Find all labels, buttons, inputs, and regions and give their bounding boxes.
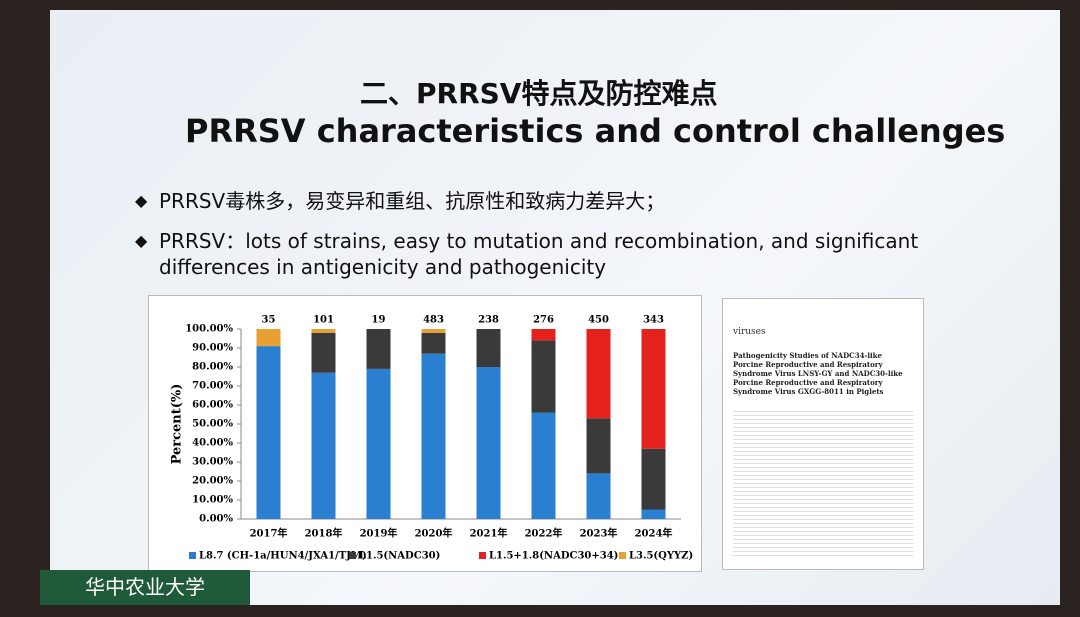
title-en: PRRSV characteristics and control challe…: [185, 112, 1006, 150]
paper-journal: viruses: [733, 327, 766, 337]
sample-size-label: 483: [423, 315, 444, 326]
bar-segment: [256, 346, 281, 519]
chart-box: Percent(%) 0.00% 10.00% 20.00% 30.00% 40.00% 5…: [148, 295, 702, 572]
legend-swatch: [619, 552, 626, 559]
paper-title: Pathogenicity Studies of NADC34-like Por…: [733, 351, 903, 396]
logo: 华中农业大学: [40, 570, 250, 605]
legend-label: L1.5(NADC30): [359, 551, 440, 562]
legend-swatch: [189, 552, 196, 559]
sample-size-label: 276: [533, 315, 554, 326]
x-tick-label: 2024年: [635, 527, 673, 540]
bar-segment: [311, 372, 336, 519]
bar-segment: [421, 353, 446, 519]
y-axis-label: Percent(%): [170, 384, 185, 465]
bar-segment: [586, 418, 611, 474]
bar-segment: [531, 340, 556, 413]
x-tick-label: 2021年: [470, 527, 508, 540]
bar-segment: [641, 448, 666, 510]
y-tick-label: 20.00%: [192, 476, 233, 487]
bar-segment: [256, 329, 281, 347]
bar-segment: [421, 329, 446, 333]
legend-swatch: [479, 552, 486, 559]
bar-segment: [366, 368, 391, 519]
bar-segment: [586, 473, 611, 519]
paper-thumbnail: viruses Pathogenicity Studies of NADC34-…: [722, 298, 924, 570]
bar-segment: [641, 329, 666, 449]
bar-segment: [311, 332, 336, 373]
bar-segment: [641, 509, 666, 519]
sample-size-label: 238: [478, 315, 499, 326]
legend-label: L8.7 (CH-1a/HUN4/JXA1/TJM): [199, 551, 367, 562]
sample-size-label: 35: [262, 315, 276, 326]
x-tick-label: 2018年: [305, 527, 343, 540]
legend-label: L1.5+1.8(NADC30+34): [489, 551, 618, 562]
sample-size-label: 19: [372, 315, 386, 326]
y-tick-label: 40.00%: [192, 438, 233, 449]
chart: Percent(%) 0.00% 10.00% 20.00% 30.00% 40.00% 5…: [170, 315, 694, 562]
slide: 二、PRRSV特点及防控难点 PRRSV characteristics and…: [40, 10, 1060, 605]
bar-segment: [476, 329, 501, 367]
title-cn: 二、PRRSV特点及防控难点: [360, 77, 718, 110]
x-tick-label: 2020年: [415, 527, 453, 540]
bar-segment: [311, 329, 336, 333]
sample-size-label: 101: [313, 315, 334, 326]
y-tick-label: 0.00%: [199, 514, 233, 525]
bar-segment: [476, 367, 501, 519]
legend-swatch: [349, 552, 356, 559]
paper-body: [733, 408, 913, 558]
bullet: PRRSV毒株多，易变异和重组、抗原性和致病力差异大；: [135, 188, 959, 214]
bullet: PRRSV：lots of strains, easy to mutation …: [135, 228, 959, 280]
y-tick-label: 50.00%: [192, 419, 233, 430]
x-tick-label: 2023年: [580, 527, 618, 540]
sample-size-label: 343: [643, 315, 664, 326]
bar-segment: [531, 329, 556, 341]
x-tick-label: 2022年: [525, 527, 563, 540]
y-tick-label: 100.00%: [185, 324, 233, 335]
bar-segment: [531, 412, 556, 519]
y-tick-label: 10.00%: [192, 495, 233, 506]
y-tick-label: 80.00%: [192, 362, 233, 373]
y-tick-label: 90.00%: [192, 343, 233, 354]
legend-label: L3.5(QYYZ): [629, 551, 693, 562]
y-tick-label: 70.00%: [192, 381, 233, 392]
y-tick-label: 30.00%: [192, 457, 233, 468]
y-tick-label: 60.00%: [192, 400, 233, 411]
sample-size-label: 450: [588, 315, 609, 326]
bar-segment: [586, 329, 611, 419]
bar-segment: [421, 332, 446, 354]
x-tick-label: 2019年: [360, 527, 398, 540]
bar-segment: [366, 329, 391, 369]
x-tick-label: 2017年: [250, 527, 288, 540]
